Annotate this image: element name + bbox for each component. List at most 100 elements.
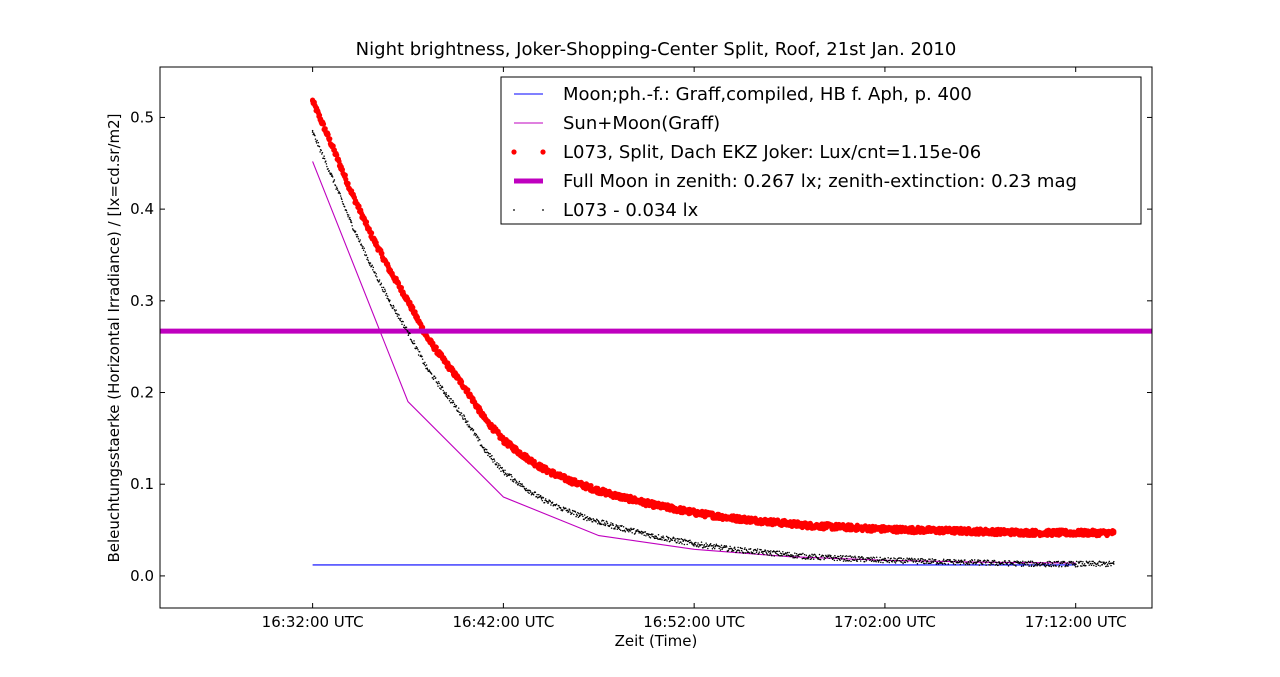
data-point [605,523,607,525]
data-point [1012,562,1014,565]
data-point [619,529,622,532]
data-point [347,214,350,216]
data-point-key [386,266,392,272]
data-point [654,537,657,539]
data-point [743,552,745,554]
data-point-key [481,415,487,421]
data-point-key [996,529,1003,535]
data-point [1036,564,1038,567]
data-point [317,144,319,147]
data-point [967,560,970,563]
data-point [1109,562,1112,564]
data-point-key [424,334,430,341]
data-point [413,342,416,345]
data-point [785,554,788,557]
data-point [624,530,627,533]
data-point [438,382,440,385]
data-point [609,524,612,526]
data-point [485,451,487,454]
data-point [1024,561,1026,563]
data-point [381,288,384,291]
data-point [953,558,955,561]
data-point [473,434,475,436]
data-point [520,485,522,487]
data-point [477,437,480,439]
data-point [941,563,944,565]
data-point [424,361,426,364]
data-point [430,373,433,375]
data-point [1071,563,1074,566]
data-point [805,554,808,557]
legend-item: Sun+Moon(Graff) [514,113,720,134]
data-point-key [922,560,924,562]
data-point [1060,565,1063,568]
data-point [610,527,613,529]
data-point [452,401,455,404]
data-point [577,516,580,518]
data-point [483,446,485,449]
data-point [459,414,462,416]
data-point [1048,560,1050,563]
data-point [378,280,380,283]
data-point [914,558,916,560]
data-point [518,480,521,483]
data-point [993,559,996,562]
data-point-key [350,221,352,223]
data-point [396,313,398,315]
data-point [1065,563,1068,565]
data-point [707,547,709,550]
data-point [794,552,796,554]
data-point [501,466,503,469]
data-point [606,522,609,525]
data-point [963,562,965,565]
data-point [417,354,420,356]
series-line [312,161,1076,564]
data-point [653,536,655,538]
data-point [817,557,820,559]
data-point [744,552,747,554]
data-point [430,340,436,346]
data-point [842,554,844,557]
data-point [685,539,688,542]
data-point [366,258,368,261]
data-point-key [653,502,659,508]
chart-title: Night brightness, Joker-Shopping-Center … [356,39,957,60]
data-point [421,355,423,358]
data-point [782,551,784,553]
data-point [794,556,797,559]
series-layer [160,97,1152,568]
data-point [853,556,855,558]
data-point [964,563,967,566]
data-point [1007,561,1009,564]
data-point [410,304,416,311]
data-point [959,560,961,562]
data-point [452,399,454,402]
data-point [1060,561,1062,563]
data-point [630,527,632,530]
data-point [396,315,399,317]
data-point [778,550,781,553]
data-point [413,340,415,342]
data-point [990,563,993,565]
data-point [523,486,525,488]
data-point [1087,561,1090,564]
data-point [1073,563,1076,565]
data-point [832,557,834,560]
data-point [515,480,518,483]
data-point [386,297,388,299]
data-point [640,530,643,533]
data-point [661,539,663,541]
data-point [541,499,544,502]
data-point [644,531,647,533]
data-point [800,553,803,556]
data-point [1004,559,1006,562]
data-point [1034,563,1037,566]
data-point [666,540,668,542]
data-point [477,439,479,442]
data-point [367,261,370,263]
data-point [762,550,765,553]
data-point [549,500,552,503]
data-point [1016,560,1018,562]
data-point [674,538,677,540]
data-point [910,557,913,560]
